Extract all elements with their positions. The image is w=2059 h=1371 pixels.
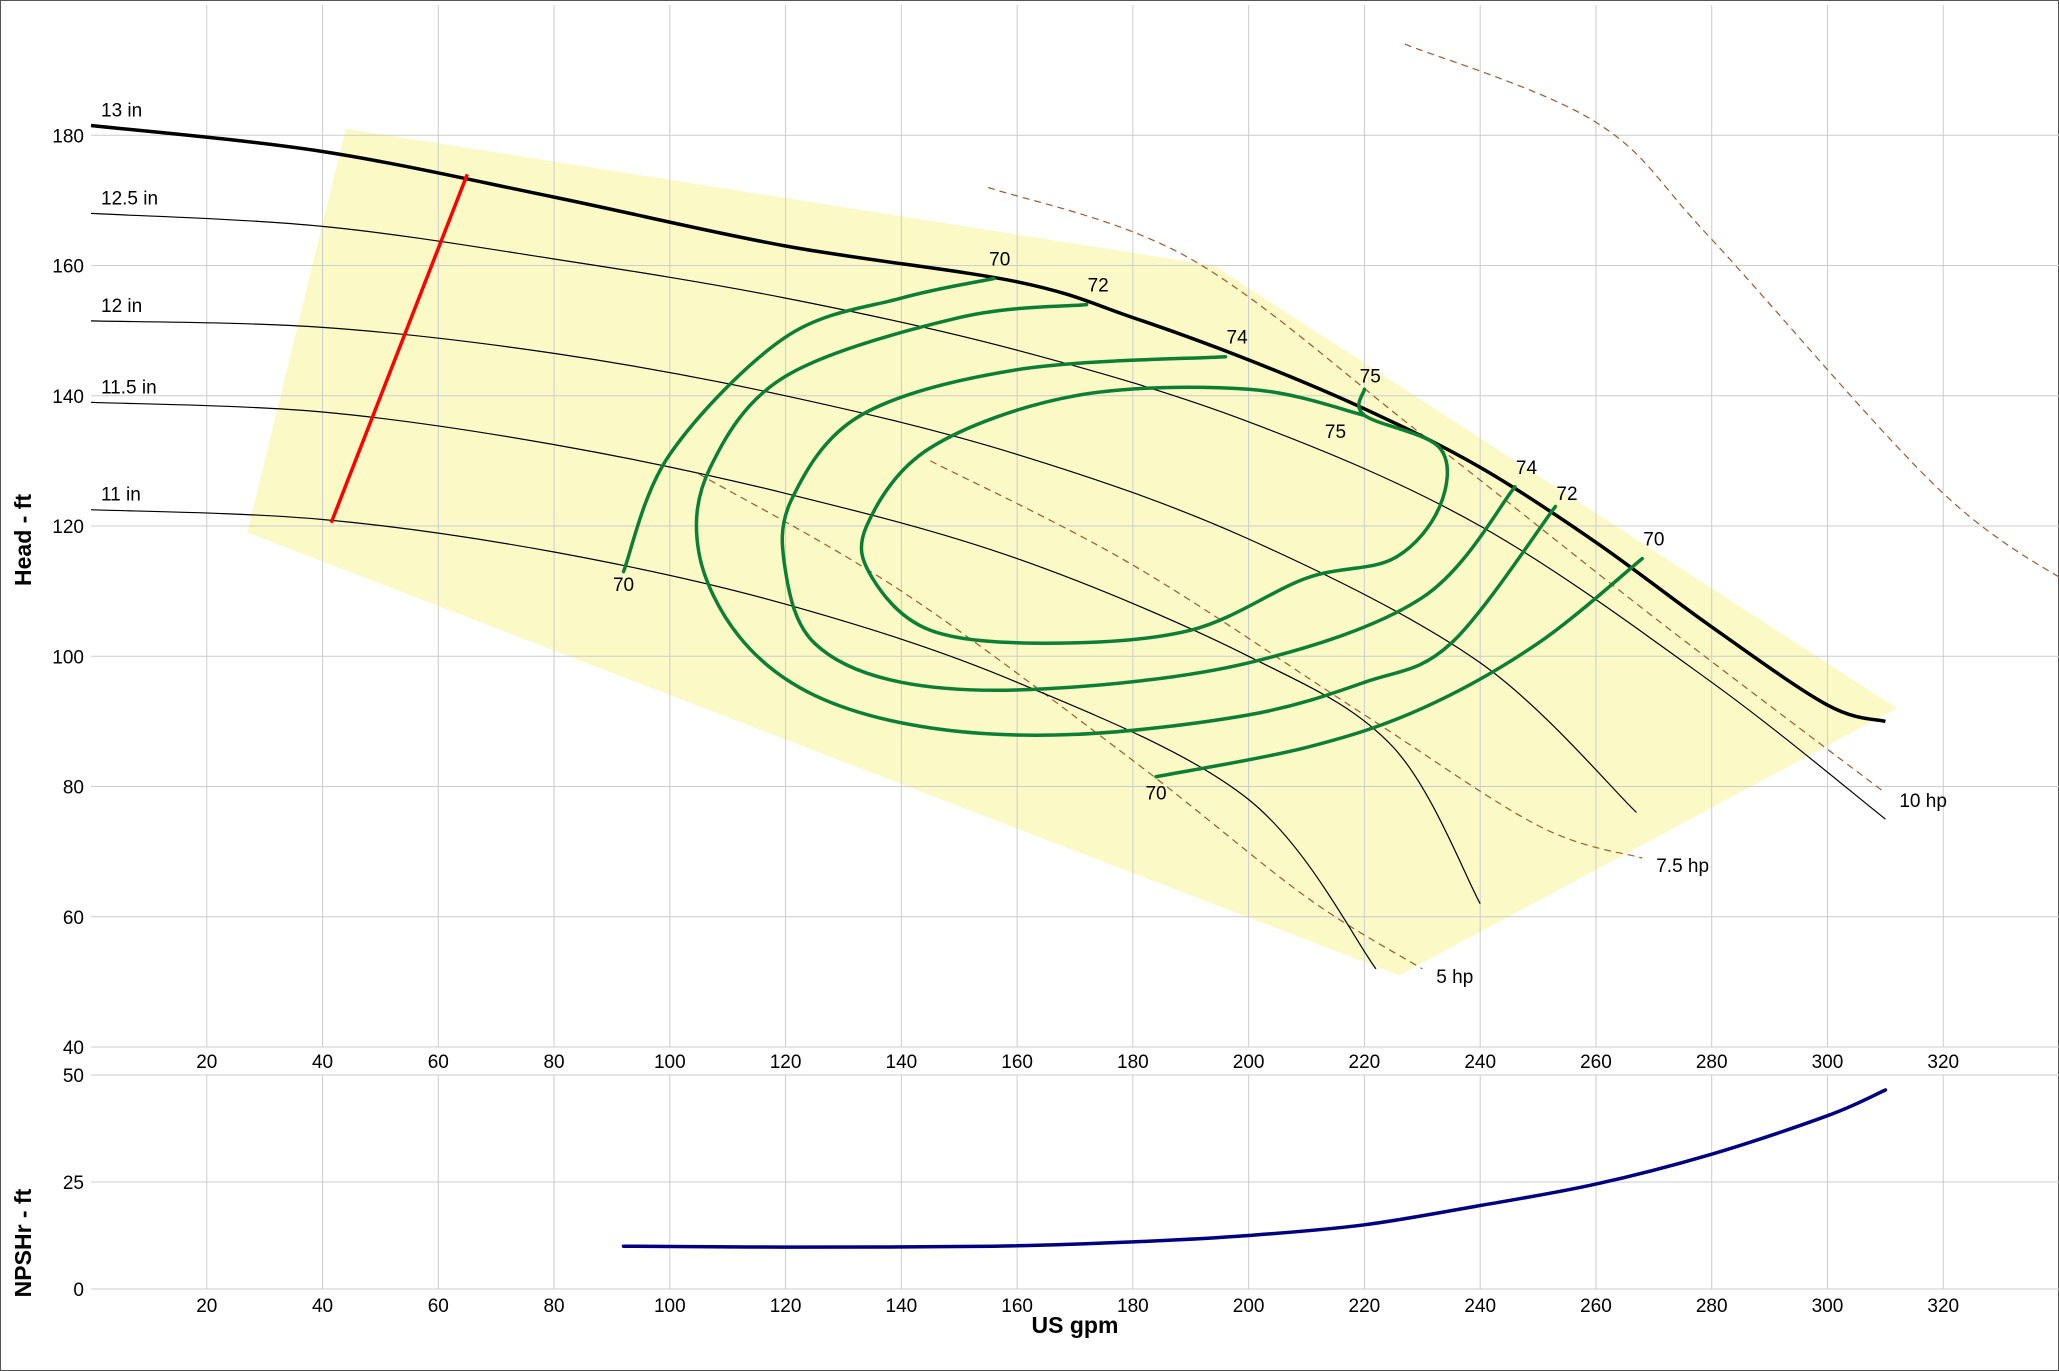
x-tick-label: 280: [1696, 1052, 1728, 1073]
impeller-label: 11.5 in: [101, 377, 157, 398]
flow-axis-title: US gpm: [1032, 1312, 1119, 1338]
x-tick-label: 60: [428, 1052, 449, 1073]
x-tick-label: 280: [1696, 1296, 1728, 1317]
efficiency-curve: [621, 276, 996, 574]
efficiency-curve: [694, 302, 1558, 737]
power-curve: [1404, 43, 2059, 578]
npsh-panel: 20 40 60 80 100 120 140 160 180 200 220 240 260 280 30…: [63, 1066, 2059, 1317]
y-tick-label: 80: [63, 778, 84, 799]
x-tick-label: 180: [1117, 1296, 1149, 1317]
head-axis-title: Head - ft: [10, 494, 36, 586]
x-tick-label: 160: [1001, 1296, 1033, 1317]
y-tick-label: 160: [52, 257, 84, 278]
y-tick-label: 40: [63, 1038, 84, 1059]
npshr-curve: [621, 1088, 1888, 1249]
impeller-curve: [90, 509, 1377, 970]
x-tick-label: 220: [1349, 1052, 1381, 1073]
y-tick-label: 0: [73, 1280, 84, 1301]
efficiency-label: 70: [989, 250, 1010, 271]
power-label: 5 hp: [1436, 967, 1473, 988]
y-tick-label: 60: [63, 908, 84, 929]
power-curve: [930, 460, 1643, 859]
x-tick-label: 300: [1812, 1296, 1844, 1317]
efficiency-label: 72: [1088, 276, 1109, 297]
impeller-label: 12.5 in: [101, 188, 158, 209]
power-curve: [698, 473, 1423, 970]
impeller-label: 13 in: [101, 100, 142, 121]
x-tick-label: 40: [312, 1296, 333, 1317]
efficiency-curve: [1154, 556, 1644, 779]
x-tick-label: 260: [1580, 1052, 1612, 1073]
x-tick-label: 100: [654, 1052, 686, 1073]
x-tick-label: 320: [1927, 1052, 1959, 1073]
min-flow-line: [329, 173, 469, 524]
x-tick-label: 240: [1464, 1052, 1496, 1073]
efficiency-label: 74: [1227, 328, 1249, 349]
x-tick-label: 100: [654, 1296, 686, 1317]
efficiency-curve: [780, 354, 1517, 693]
impeller-curve: [90, 212, 1886, 820]
x-tick-label: 260: [1580, 1296, 1612, 1317]
impeller-label: 12 in: [101, 296, 142, 317]
y-tick-label: 100: [52, 647, 84, 668]
efficiency-curve: [859, 385, 1450, 645]
power-label: 7.5 hp: [1656, 856, 1709, 877]
y-tick-label: 25: [63, 1173, 84, 1194]
efficiency-label: 70: [1145, 784, 1166, 805]
x-tick-label: 120: [770, 1052, 802, 1073]
impeller-curve: [90, 320, 1637, 813]
efficiency-label: 74: [1516, 458, 1538, 479]
power-label: 10 hp: [1899, 791, 1947, 812]
y-tick-label: 180: [52, 126, 84, 147]
x-tick-label: 20: [196, 1052, 217, 1073]
efficiency-label: 72: [1556, 484, 1577, 505]
efficiency-label: 75: [1360, 367, 1381, 388]
x-tick-label: 120: [770, 1296, 802, 1317]
npsh-axis-title: NPSHr - ft: [10, 1188, 36, 1297]
x-tick-label: 320: [1927, 1296, 1959, 1317]
efficiency-label: 75: [1325, 422, 1346, 443]
y-tick-label: 50: [63, 1066, 84, 1087]
head-panel: 20 40 60 80 100 120 140 160 180 200 220 240 260 280 30…: [52, 5, 2059, 1073]
y-tick-label: 120: [52, 517, 84, 538]
x-tick-label: 140: [886, 1296, 918, 1317]
x-tick-label: 60: [428, 1296, 449, 1317]
x-tick-label: 140: [886, 1052, 918, 1073]
x-tick-label: 200: [1233, 1296, 1265, 1317]
x-tick-label: 80: [543, 1296, 564, 1317]
x-tick-label: 200: [1233, 1052, 1265, 1073]
x-tick-label: 80: [543, 1052, 564, 1073]
x-tick-label: 240: [1464, 1296, 1496, 1317]
x-tick-label: 220: [1349, 1296, 1381, 1317]
x-tick-label: 40: [312, 1052, 333, 1073]
operating-region: [247, 128, 1897, 976]
x-tick-label: 300: [1812, 1052, 1844, 1073]
impeller-curve: [90, 123, 1886, 724]
power-curve: [988, 186, 1886, 794]
y-tick-label: 140: [52, 387, 84, 408]
impeller-label: 11 in: [101, 485, 141, 506]
efficiency-label: 70: [613, 575, 634, 596]
efficiency-label: 70: [1643, 530, 1664, 551]
x-tick-label: 20: [196, 1296, 217, 1317]
x-tick-label: 180: [1117, 1052, 1149, 1073]
x-tick-label: 160: [1001, 1052, 1033, 1073]
